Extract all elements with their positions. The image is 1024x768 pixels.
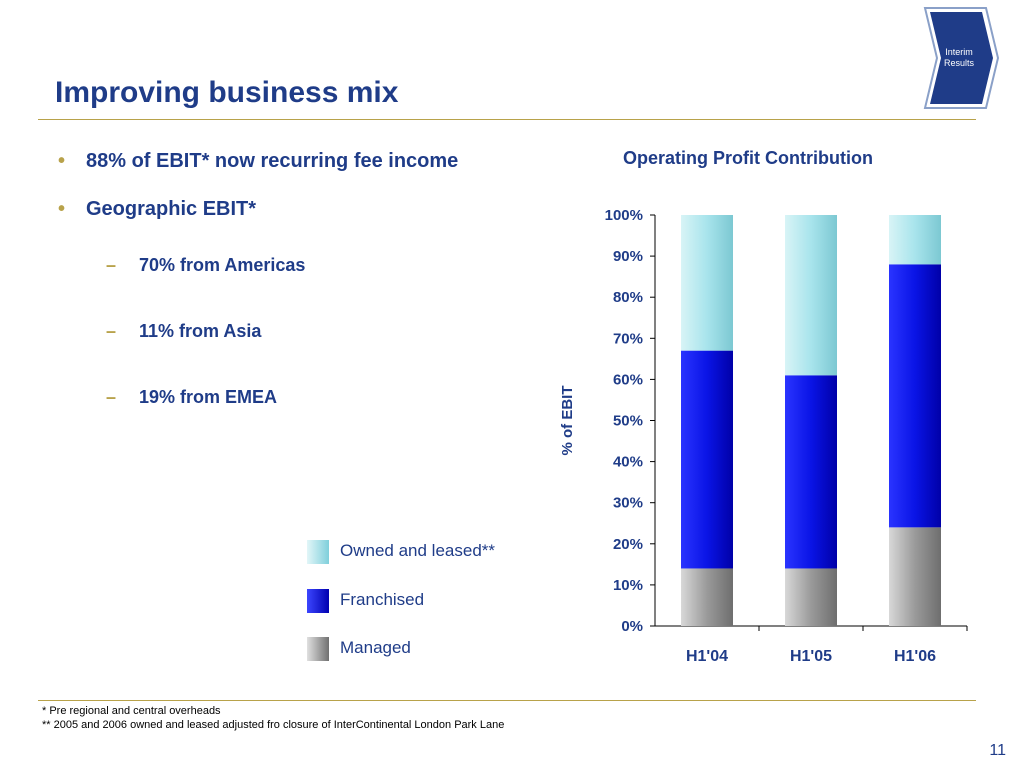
interim-results-badge-icon: [923, 7, 1000, 109]
sub-bullet-text: 11% from Asia: [139, 321, 262, 341]
bar-segment: [785, 568, 837, 626]
y-tick-label: 60%: [613, 371, 643, 388]
y-tick-label: 80%: [613, 289, 643, 306]
y-tick-label: 70%: [613, 330, 643, 347]
x-tick-label: H1'05: [790, 648, 832, 665]
bar-segment: [889, 527, 941, 626]
bar-segment: [681, 215, 733, 351]
bullet-text: Geographic EBIT*: [86, 198, 257, 220]
sub-bullet-marker: –: [106, 387, 117, 407]
y-tick-label: 30%: [613, 495, 643, 512]
bullet-item: • 88% of EBIT* now recurring fee income: [58, 148, 486, 174]
page-number: 11: [989, 742, 1006, 759]
y-tick-label: 10%: [613, 577, 643, 594]
sub-bullet-text: 19% from EMEA: [139, 387, 278, 407]
y-tick-label: 90%: [613, 248, 643, 265]
sub-bullet-item: – 19% from EMEA: [58, 385, 528, 409]
bar-segment: [681, 568, 733, 626]
chart-title: Operating Profit Contribution: [623, 148, 873, 168]
footnote: * Pre regional and central overheads: [42, 705, 221, 717]
slide-title: Improving business mix: [55, 76, 399, 109]
sub-bullet-item: – 70% from Americas: [58, 253, 528, 277]
x-tick-label: H1'06: [894, 648, 936, 665]
sub-bullet-marker: –: [106, 255, 117, 275]
title-divider: [38, 119, 976, 120]
bar-segment: [785, 375, 837, 569]
bullet-text: 88% of EBIT* now recurring fee income: [86, 150, 459, 172]
bar-segment: [681, 350, 733, 569]
bullet-marker: •: [58, 150, 66, 172]
legend-swatch-franchised: [307, 589, 329, 613]
bar-segment: [889, 264, 941, 528]
badge-label-line1: Interim: [945, 47, 973, 57]
x-tick-label: H1'04: [686, 648, 728, 665]
y-tick-label: 20%: [613, 536, 643, 553]
legend-swatch-managed: [307, 637, 329, 661]
legend-label: Managed: [340, 638, 411, 657]
y-tick-label: 40%: [613, 454, 643, 471]
bullet-marker: •: [58, 198, 66, 220]
sub-bullet-text: 70% from Americas: [139, 255, 306, 275]
y-tick-label: 50%: [613, 413, 643, 430]
bar-segment: [889, 215, 941, 265]
bullet-item: • Geographic EBIT*: [58, 196, 528, 222]
badge-label-line2: Results: [943, 58, 974, 68]
footer-divider: [38, 700, 976, 701]
y-axis-label: % of EBIT: [559, 386, 576, 456]
badge-label: Interim Results: [930, 47, 988, 69]
legend-label: Owned and leased**: [340, 541, 496, 560]
bullet-list: • 88% of EBIT* now recurring fee income …: [58, 148, 528, 409]
y-tick-label: 0%: [621, 618, 643, 635]
stacked-bar-chart: 0% 10% 20% 30% 40% 50% 60% 70% 80% 90% 100% % of EB…: [559, 207, 968, 665]
y-tick-label: 100%: [605, 207, 643, 224]
legend-swatch-owned-leased: [307, 540, 329, 564]
legend-label: Franchised: [340, 590, 425, 609]
footnote: ** 2005 and 2006 owned and leased adjust…: [42, 719, 505, 731]
sub-bullet-item: – 11% from Asia: [58, 319, 528, 343]
bar-segment: [785, 215, 837, 376]
footnotes: * Pre regional and central overheads ** …: [42, 704, 504, 732]
sub-bullet-marker: –: [106, 321, 117, 341]
